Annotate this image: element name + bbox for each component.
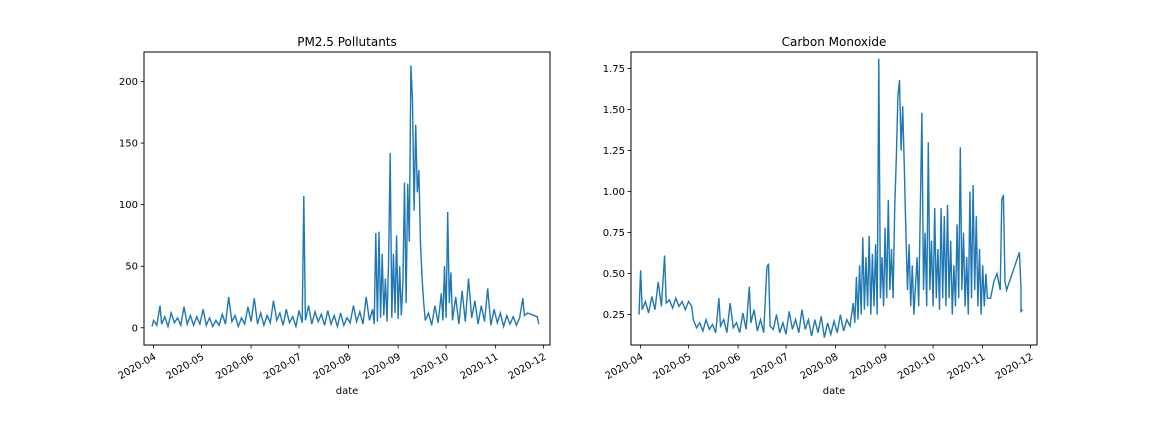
pm25-plot-area	[143, 51, 551, 346]
pm25-x-tick-label: 2020-05	[165, 352, 207, 382]
co-y-axis: 0.25 0.50 0.75 1.00 1.25 1.50 1.75	[603, 64, 631, 321]
co-x-tick-label: 2020-12	[994, 352, 1036, 382]
co-x-tick-label: 2020-04	[604, 352, 646, 382]
co-y-tick-label: 1.75	[603, 64, 625, 75]
pm25-x-tick-label: 2020-04	[117, 352, 159, 382]
pm25-y-tick-label: 100	[119, 200, 138, 211]
pm25-series-line	[151, 65, 540, 330]
pm25-x-tick-label: 2020-10	[409, 352, 451, 382]
co-plot-area	[630, 51, 1038, 346]
co-x-tick-label: 2020-06	[701, 352, 743, 382]
pm25-panel: PM2.5 Pollutants date 0 50 100 150 200 2020-…	[117, 35, 551, 397]
pm25-xlabel: date	[336, 386, 359, 397]
pm25-x-tick-label: 2020-11	[459, 352, 501, 382]
pm25-x-tick-label: 2020-12	[507, 352, 549, 382]
co-title: Carbon Monoxide	[782, 35, 887, 49]
co-series-line	[638, 58, 1024, 338]
pm25-x-tick-label: 2020-08	[312, 352, 354, 382]
co-y-tick-label: 0.25	[603, 310, 625, 321]
co-x-tick-label: 2020-08	[799, 352, 841, 382]
pm25-x-tick-label: 2020-06	[214, 352, 256, 382]
co-panel: Carbon Monoxide date 0.25 0.50 0.75 1.00 1.2…	[603, 35, 1038, 397]
pm25-x-tick-label: 2020-07	[262, 352, 304, 382]
co-y-tick-label: 0.50	[603, 269, 625, 280]
pm25-y-tick-label: 200	[119, 77, 138, 88]
co-x-tick-label: 2020-09	[848, 352, 890, 382]
pm25-title: PM2.5 Pollutants	[297, 35, 397, 49]
co-x-tick-label: 2020-07	[749, 352, 791, 382]
co-y-tick-label: 1.50	[603, 105, 625, 116]
co-x-axis: 2020-04 2020-05 2020-06 2020-07 2020-08 2020-…	[604, 345, 1036, 382]
pm25-y-tick-label: 150	[119, 139, 138, 150]
pm25-y-tick-label: 0	[132, 323, 138, 334]
co-x-tick-label: 2020-11	[946, 352, 988, 382]
co-x-tick-label: 2020-10	[896, 352, 938, 382]
pm25-x-tick-label: 2020-09	[361, 352, 403, 382]
co-y-tick-label: 1.25	[603, 146, 625, 157]
pm25-y-tick-label: 50	[125, 262, 138, 273]
pm25-x-axis: 2020-04 2020-05 2020-06 2020-07 2020-08 2020-…	[117, 345, 549, 382]
pm25-y-axis: 0 50 100 150 200	[119, 77, 144, 334]
co-x-tick-label: 2020-05	[652, 352, 694, 382]
co-y-tick-label: 1.00	[603, 187, 625, 198]
co-y-tick-label: 0.75	[603, 228, 625, 239]
co-xlabel: date	[823, 386, 846, 397]
